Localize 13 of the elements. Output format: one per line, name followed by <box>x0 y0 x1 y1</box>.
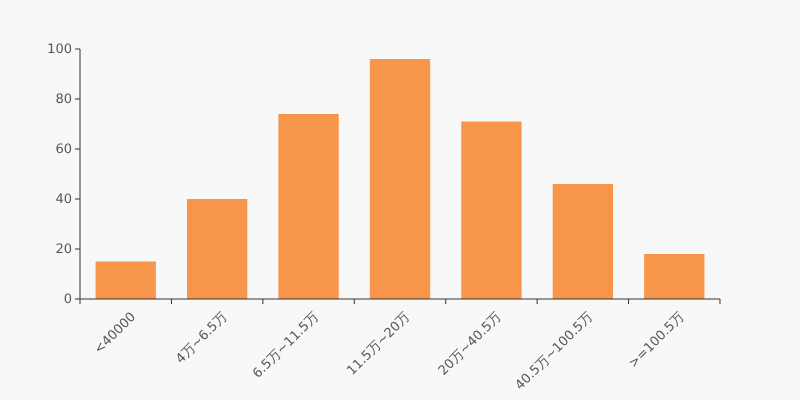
y-tick-label: 60 <box>55 142 72 158</box>
bar <box>644 254 704 299</box>
bar <box>552 184 614 299</box>
y-tick-label: 0 <box>64 292 72 308</box>
bar <box>370 59 430 299</box>
y-tick-label: 40 <box>55 192 72 208</box>
y-tick-label: 80 <box>55 92 72 108</box>
bar <box>461 122 522 299</box>
y-tick-label: 20 <box>55 242 72 258</box>
y-tick-label: 100 <box>47 42 72 58</box>
bar <box>96 262 156 299</box>
bar <box>186 199 248 299</box>
bar <box>278 114 339 299</box>
